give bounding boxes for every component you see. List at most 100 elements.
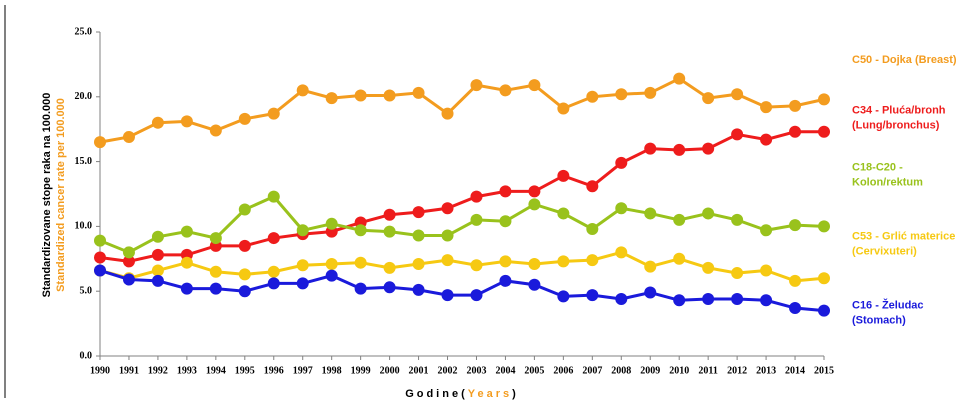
x-tick-label: 2000	[380, 365, 400, 376]
data-point	[499, 185, 512, 198]
x-axis-title-part: Godine	[405, 388, 461, 400]
data-point	[151, 264, 164, 277]
data-point	[615, 156, 628, 169]
x-axis-title-part: )	[512, 388, 519, 400]
data-point	[789, 302, 802, 315]
y-axis-title: Standardized cancer rate per 100.000	[55, 98, 67, 292]
data-point	[528, 185, 541, 198]
data-point	[731, 128, 744, 141]
data-point	[267, 277, 280, 290]
legend-label: (Cervixuteri)	[852, 245, 917, 257]
data-point	[499, 274, 512, 287]
data-point	[383, 208, 396, 221]
data-point	[586, 254, 599, 267]
data-point	[731, 267, 744, 280]
data-point	[702, 261, 715, 274]
data-point	[760, 101, 773, 114]
data-point	[499, 215, 512, 228]
x-axis-title-part: Years	[468, 388, 512, 400]
data-point	[122, 246, 135, 259]
data-point	[673, 252, 686, 265]
data-point	[644, 142, 657, 155]
data-point	[470, 190, 483, 203]
x-tick-label: 2015	[814, 365, 834, 376]
x-tick-label: 1992	[148, 365, 168, 376]
legend-label: Kolon/rektum	[852, 176, 923, 188]
series-line	[99, 130, 824, 263]
x-tick-label: 2002	[438, 365, 458, 376]
data-point	[818, 304, 830, 317]
data-point	[615, 246, 628, 259]
x-tick-label: 2010	[669, 365, 689, 376]
data-point	[122, 273, 135, 286]
y-axis-title: Standardizovane stope raka na 100.000	[41, 93, 53, 298]
data-point	[151, 116, 164, 129]
data-point	[644, 86, 657, 99]
data-point	[354, 89, 367, 102]
legend-label: C50 - Dojka (Breast)	[852, 54, 957, 66]
data-point	[615, 88, 628, 101]
data-point	[557, 255, 570, 268]
data-point	[325, 257, 338, 270]
data-point	[644, 260, 657, 273]
data-point	[818, 93, 830, 106]
legend-label: C16 - Želudac	[852, 298, 924, 311]
data-point	[557, 169, 570, 182]
data-point	[470, 289, 483, 302]
x-tick-label: 2014	[785, 365, 805, 376]
data-point	[615, 202, 628, 215]
x-tick-label: 2012	[727, 365, 747, 376]
data-point	[586, 180, 599, 193]
x-tick-label: 2011	[698, 365, 717, 376]
x-tick-label: 1991	[119, 365, 139, 376]
data-point	[354, 224, 367, 237]
data-point	[499, 84, 512, 97]
data-point	[586, 90, 599, 103]
x-tick-label: 2008	[611, 365, 631, 376]
data-point	[238, 239, 251, 252]
data-point	[673, 294, 686, 307]
data-point	[296, 259, 309, 272]
data-point	[441, 202, 454, 215]
data-point	[789, 99, 802, 112]
data-point	[325, 217, 338, 230]
x-tick-label: 1997	[293, 365, 313, 376]
y-tick-label: 20.0	[75, 91, 93, 102]
legend-label: (Stomach)	[852, 314, 906, 326]
data-point	[238, 268, 251, 281]
data-point	[383, 261, 396, 274]
data-point	[383, 89, 396, 102]
data-point	[180, 225, 193, 238]
data-point	[557, 102, 570, 115]
data-point	[528, 278, 541, 291]
data-point	[238, 112, 251, 125]
data-point	[325, 92, 338, 105]
data-point	[209, 282, 222, 295]
data-point	[94, 264, 106, 277]
data-point	[412, 229, 425, 242]
data-point	[586, 289, 599, 302]
data-point	[528, 79, 541, 92]
x-tick-label: 2003	[466, 365, 486, 376]
data-point	[760, 294, 773, 307]
y-tick-label: 25.0	[75, 26, 93, 37]
x-tick-label: 1993	[177, 365, 197, 376]
data-point	[412, 257, 425, 270]
data-point	[354, 282, 367, 295]
data-point	[267, 232, 280, 245]
data-point	[180, 115, 193, 128]
data-point	[702, 292, 715, 305]
data-point	[760, 133, 773, 146]
y-tick-label: 10.0	[75, 221, 93, 232]
data-point	[673, 143, 686, 156]
data-point	[94, 251, 106, 264]
data-point	[702, 142, 715, 155]
x-tick-label: 2005	[524, 365, 544, 376]
data-point	[731, 292, 744, 305]
data-point	[383, 225, 396, 238]
y-tick-label: 15.0	[75, 156, 93, 167]
legend-label: C18-C20 -	[852, 161, 903, 173]
data-point	[528, 198, 541, 211]
data-point	[267, 107, 280, 120]
